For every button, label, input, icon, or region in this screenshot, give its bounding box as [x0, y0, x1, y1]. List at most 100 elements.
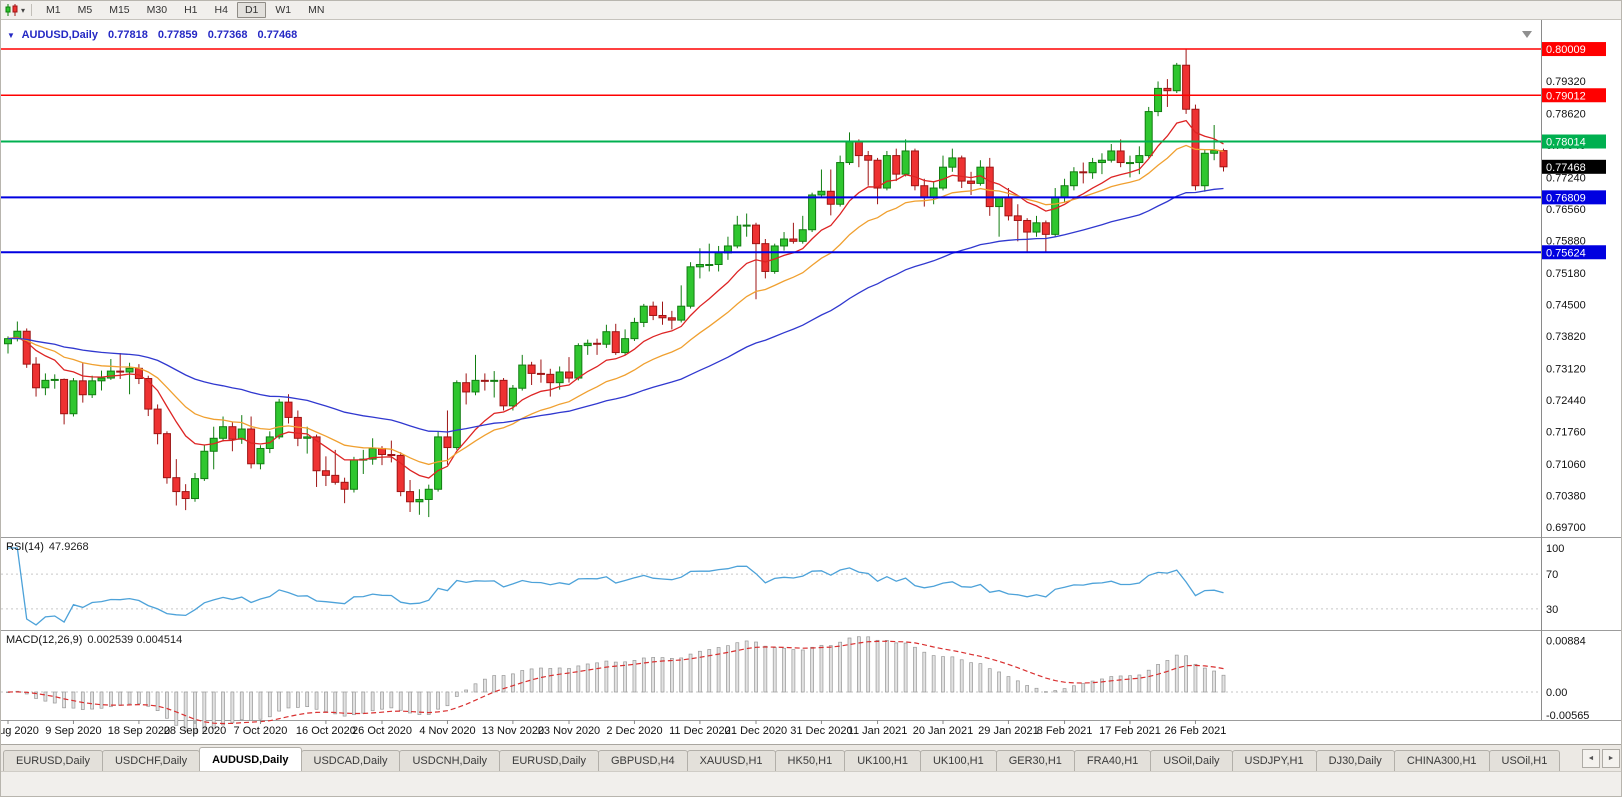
macd-bar: [632, 660, 637, 693]
candle-body: [1116, 150, 1125, 164]
timeframe-button-mn[interactable]: MN: [308, 4, 325, 16]
macd-bar: [585, 663, 590, 693]
date-axis-label: 26 Feb 2021: [1165, 725, 1227, 737]
svg-text:0.75624: 0.75624: [1546, 247, 1586, 259]
macd-bar: [1025, 685, 1030, 693]
macd-bar: [305, 691, 310, 707]
candle-body: [415, 498, 424, 503]
macd-bar: [726, 645, 730, 693]
chart-tab-14-usdjpy-h1[interactable]: USDJPY,H1: [1231, 750, 1317, 771]
chart-tab-11-ger30-h1[interactable]: GER30,H1: [995, 750, 1075, 771]
candle-body: [1210, 149, 1219, 154]
candle-body: [219, 426, 228, 439]
chart-shift-marker-icon[interactable]: [1522, 31, 1532, 38]
candle-body: [948, 157, 957, 168]
candle-body: [639, 305, 648, 323]
candle-body: [237, 428, 246, 440]
candle-body: [649, 305, 658, 316]
rsi-current-value: 47.9268: [48, 541, 89, 553]
candle-body: [602, 331, 611, 345]
macd-bar: [454, 691, 459, 697]
macd-bar: [894, 642, 899, 693]
slow-ma-line[interactable]: [7, 187, 1224, 433]
macd-bar: [426, 691, 431, 715]
candle-body: [630, 321, 639, 340]
macd-bar: [651, 657, 656, 693]
chart-tab-7-xauusd-h1[interactable]: XAUUSD,H1: [686, 750, 776, 771]
timeframe-button-h1[interactable]: H1: [184, 4, 198, 16]
chart-tab-8-hk50-h1[interactable]: HK50,H1: [774, 750, 846, 771]
macd-bar: [520, 670, 525, 693]
chart-tab-4-usdcnh-daily[interactable]: USDCNH,Daily: [399, 750, 501, 771]
chart-tab-10-uk100-h1[interactable]: UK100,H1: [919, 750, 997, 771]
macd-bar: [1053, 690, 1058, 693]
chart-tab-2-audusd-daily[interactable]: AUDUSD,Daily: [199, 747, 302, 771]
macd-bar: [875, 639, 880, 693]
price-badge-0.79012: 0.79012: [1542, 88, 1606, 103]
price-axis-label: 0.76560: [1546, 204, 1586, 216]
ohlc-open-value: 0.77818: [108, 29, 148, 41]
rsi-indicator-label: RSI(14) 47.9268: [6, 541, 89, 553]
chart-tab-3-usdcad-daily[interactable]: USDCAD,Daily: [300, 750, 401, 771]
candle-body: [340, 481, 349, 490]
timeframe-button-w1[interactable]: W1: [275, 4, 292, 16]
arrow-right-icon[interactable]: ►: [1602, 749, 1620, 768]
macd-bar: [595, 662, 599, 693]
macd-bar: [744, 640, 749, 693]
candle-body: [284, 401, 293, 418]
candle-body: [1051, 196, 1060, 235]
macd-bar: [389, 691, 394, 709]
chart-tab-6-gbpusd-h4[interactable]: GBPUSD,H4: [598, 750, 688, 771]
candle-body: [789, 238, 798, 242]
candle-body: [106, 370, 115, 379]
timeframe-button-m5[interactable]: M5: [77, 4, 93, 16]
macd-bar: [576, 665, 581, 693]
macd-bar: [567, 668, 571, 693]
candle-body: [583, 342, 592, 347]
chart-tab-16-china300-h1[interactable]: CHINA300,H1: [1393, 750, 1490, 771]
rsi-axis[interactable]: 100 70 30: [1546, 543, 1564, 616]
macd-bar: [1034, 687, 1039, 693]
candle-body: [761, 243, 770, 272]
arrow-left-icon[interactable]: ◄: [1582, 749, 1600, 768]
candle-body: [957, 157, 966, 182]
macd-bar: [408, 691, 412, 714]
candle-body: [60, 378, 69, 415]
chart-tab-5-eurusd-daily[interactable]: EURUSD,Daily: [499, 750, 599, 771]
timeframe-button-m30[interactable]: M30: [146, 4, 168, 16]
candle-body: [808, 194, 817, 231]
timeframe-button-m15[interactable]: M15: [109, 4, 130, 16]
candle-body: [1004, 196, 1013, 217]
timeframe-button-d1[interactable]: D1: [236, 2, 267, 18]
triangle-down-icon[interactable]: ▼: [7, 31, 15, 40]
timeframe-button-h4[interactable]: H4: [214, 4, 228, 16]
chart-tab-13-usoil-daily[interactable]: USOil,Daily: [1150, 750, 1233, 771]
timeframe-button-m1[interactable]: M1: [46, 4, 61, 16]
chart-canvas[interactable]: 0.793200.786200.779400.772400.765600.758…: [1, 20, 1622, 744]
candle-body: [864, 155, 873, 161]
chevron-down-icon[interactable]: ▾: [21, 5, 26, 15]
macd-axis-label: -0.00565: [1546, 710, 1589, 722]
candle-body: [387, 454, 396, 457]
chart-tab-12-fra40-h1[interactable]: FRA40,H1: [1073, 750, 1152, 771]
macd-bar: [529, 668, 534, 693]
candle-body: [1200, 152, 1209, 187]
chart-tab-1-usdchf-daily[interactable]: USDCHF,Daily: [101, 750, 201, 771]
candle-body: [4, 338, 12, 345]
chart-tab-17-usoil-h1[interactable]: USOil,H1: [1488, 750, 1561, 771]
price-badge-0.76809: 0.76809: [1542, 190, 1606, 205]
candlestick-chart-icon[interactable]: [4, 3, 20, 17]
chart-tab-9-uk100-h1[interactable]: UK100,H1: [844, 750, 921, 771]
date-axis-label: 29 Jan 2021: [978, 725, 1039, 737]
candles-layer: [4, 49, 1228, 518]
chart-tab-0-eurusd-daily[interactable]: EURUSD,Daily: [3, 750, 103, 771]
symbol-tabbar: EURUSD,Daily USDCHF,Daily AUDUSD,Daily USDC…: [1, 744, 1621, 771]
chart-header: ▼ AUDUSD,Daily 0.77818 0.77859 0.77368 0…: [7, 29, 297, 41]
chart-tab-15-dj30-daily[interactable]: DJ30,Daily: [1315, 750, 1395, 771]
candle-body: [546, 373, 555, 384]
date-axis-label: 18 Sep 2020: [108, 725, 170, 737]
macd-axis[interactable]: 0.00884 0.00 -0.00565: [1546, 636, 1589, 722]
candle-body: [910, 150, 919, 187]
